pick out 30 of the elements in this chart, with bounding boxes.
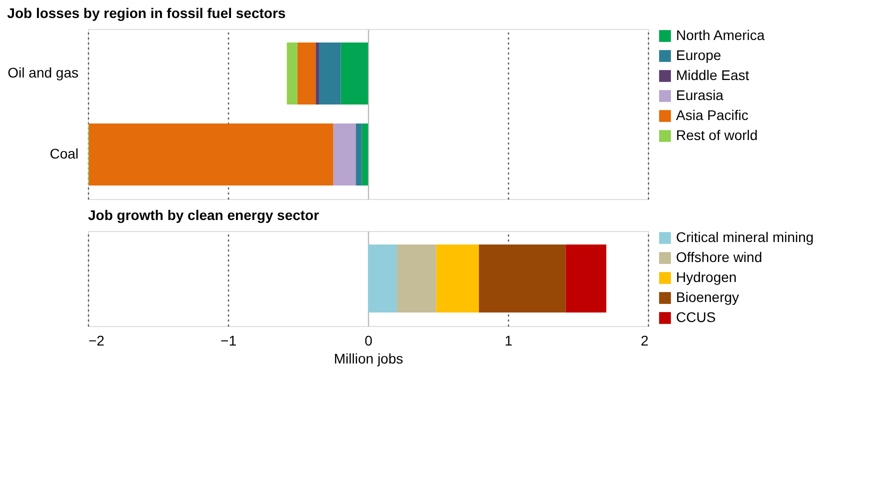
bar xyxy=(333,123,356,186)
bar xyxy=(356,123,362,186)
x-tick-label: −2 xyxy=(88,332,105,348)
legend-label: Bioenergy xyxy=(676,289,740,305)
bar xyxy=(316,42,319,105)
x-tick-label: 0 xyxy=(364,332,373,348)
bar xyxy=(340,42,368,105)
legend-label: Hydrogen xyxy=(676,269,737,285)
legend-label: Middle East xyxy=(676,67,750,83)
legend-label: Asia Pacific xyxy=(676,107,748,123)
legend-label: North America xyxy=(676,27,765,43)
x-tick-label: 1 xyxy=(504,332,513,348)
legend-label: Rest of world xyxy=(676,127,758,143)
legend-label: Critical mineral mining xyxy=(676,229,814,245)
y-tick-label: Coal xyxy=(50,145,78,162)
x-tick-label: −1 xyxy=(220,332,237,348)
x-axis-title: Million jobs xyxy=(334,350,404,366)
bar xyxy=(362,123,368,186)
x-tick-label: 2 xyxy=(640,332,649,348)
chart-title: Job losses by region in fossil fuel sectors xyxy=(7,5,286,21)
bar xyxy=(319,42,341,105)
chart-title: Job growth by clean energy sector xyxy=(88,207,320,223)
legend-label: Eurasia xyxy=(676,87,724,103)
bar xyxy=(297,42,316,105)
y-tick-label: Oil and gas xyxy=(8,64,78,81)
bar xyxy=(88,123,334,186)
legend-label: Europe xyxy=(676,47,722,63)
legend-label: CCUS xyxy=(676,309,716,325)
legend-label: Offshore wind xyxy=(676,249,762,265)
bar xyxy=(286,42,298,105)
